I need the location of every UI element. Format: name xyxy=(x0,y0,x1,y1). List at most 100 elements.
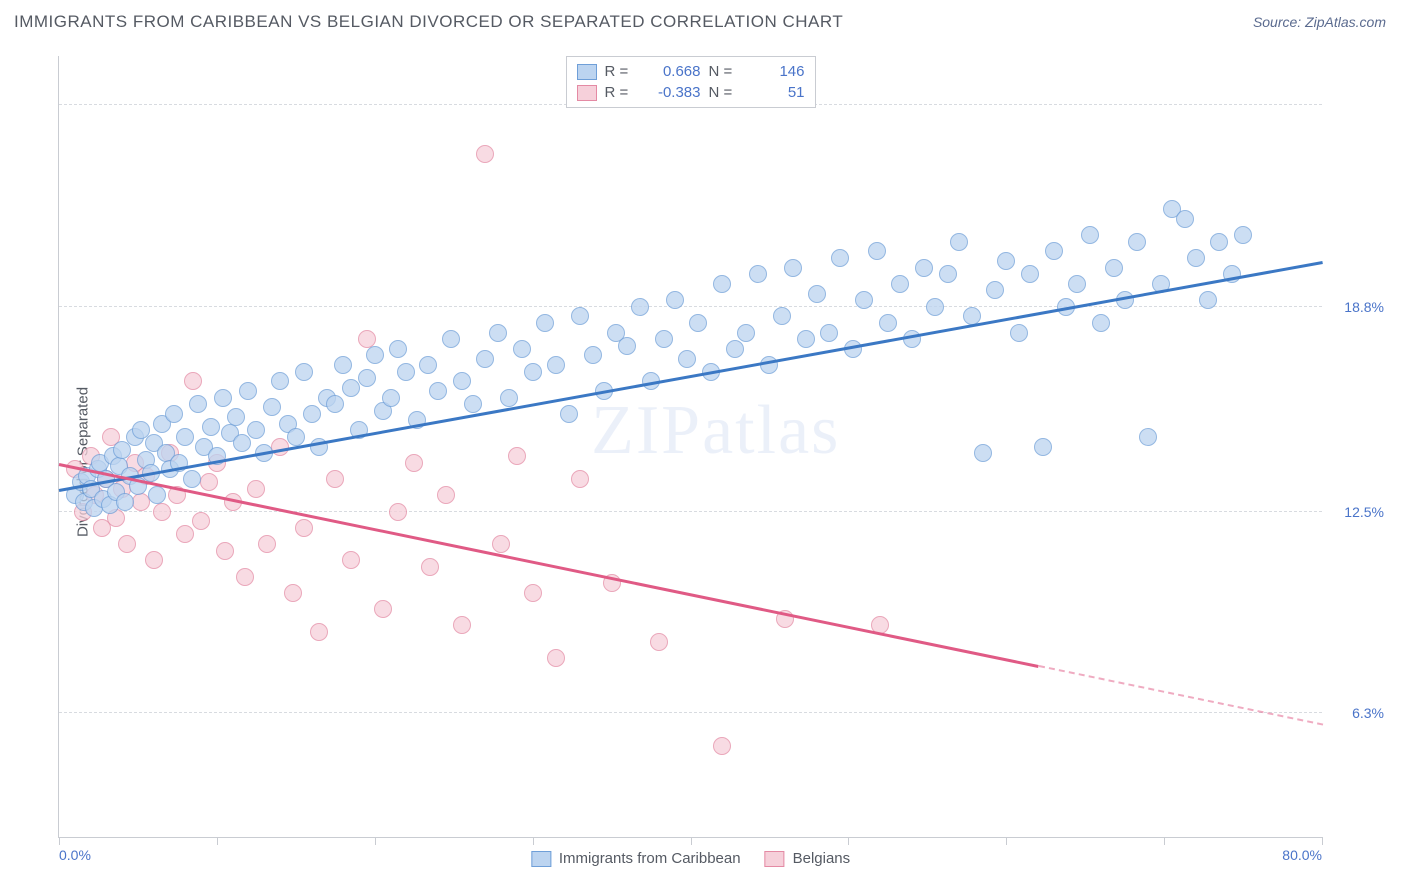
scatter-point xyxy=(358,369,376,387)
x-tick xyxy=(1322,837,1323,845)
scatter-point xyxy=(214,389,232,407)
scatter-point xyxy=(1081,226,1099,244)
scatter-point xyxy=(560,405,578,423)
chart-title: IMMIGRANTS FROM CARIBBEAN VS BELGIAN DIV… xyxy=(14,12,843,32)
scatter-point xyxy=(492,535,510,553)
scatter-point xyxy=(773,307,791,325)
scatter-point xyxy=(689,314,707,332)
trend-line xyxy=(59,463,1039,668)
scatter-point xyxy=(476,350,494,368)
scatter-point xyxy=(584,346,602,364)
scatter-point xyxy=(666,291,684,309)
watermark-text: ZIPatlas xyxy=(591,391,840,471)
series-legend: Immigrants from Caribbean Belgians xyxy=(531,850,850,867)
scatter-point xyxy=(513,340,531,358)
scatter-point xyxy=(116,493,134,511)
scatter-point xyxy=(476,145,494,163)
scatter-point xyxy=(997,252,1015,270)
scatter-point xyxy=(713,737,731,755)
scatter-point xyxy=(258,535,276,553)
y-tick-label: 12.5% xyxy=(1344,504,1384,520)
scatter-point xyxy=(419,356,437,374)
y-tick-label: 6.3% xyxy=(1352,705,1384,721)
scatter-point xyxy=(655,330,673,348)
scatter-point xyxy=(189,395,207,413)
scatter-point xyxy=(749,265,767,283)
scatter-point xyxy=(437,486,455,504)
scatter-point xyxy=(287,428,305,446)
scatter-point xyxy=(1105,259,1123,277)
gridline-h xyxy=(59,712,1322,713)
scatter-point xyxy=(233,434,251,452)
r-label: R = xyxy=(605,63,633,80)
scatter-point xyxy=(263,398,281,416)
r-value-1: 0.668 xyxy=(641,63,701,80)
legend-label-1: Immigrants from Caribbean xyxy=(559,850,741,867)
scatter-point xyxy=(397,363,415,381)
n-value-1: 146 xyxy=(745,63,805,80)
scatter-point xyxy=(118,535,136,553)
x-tick xyxy=(375,837,376,845)
scatter-point xyxy=(571,307,589,325)
scatter-point xyxy=(236,568,254,586)
scatter-point xyxy=(405,454,423,472)
swatch-series-1 xyxy=(577,64,597,80)
scatter-point xyxy=(797,330,815,348)
scatter-point xyxy=(310,623,328,641)
scatter-point xyxy=(915,259,933,277)
swatch-series-2 xyxy=(577,85,597,101)
x-tick-label: 0.0% xyxy=(59,847,91,863)
scatter-point xyxy=(145,551,163,569)
source-attribution: Source: ZipAtlas.com xyxy=(1253,14,1386,30)
legend-row-series-1: R = 0.668 N = 146 xyxy=(577,61,805,82)
scatter-point xyxy=(1187,249,1205,267)
scatter-point xyxy=(808,285,826,303)
scatter-point xyxy=(389,503,407,521)
gridline-h xyxy=(59,306,1322,307)
legend-item-2: Belgians xyxy=(765,850,851,867)
scatter-point xyxy=(442,330,460,348)
scatter-point xyxy=(389,340,407,358)
scatter-point xyxy=(295,519,313,537)
legend-item-1: Immigrants from Caribbean xyxy=(531,850,741,867)
scatter-point xyxy=(176,428,194,446)
y-tick-label: 18.8% xyxy=(1344,299,1384,315)
scatter-point xyxy=(334,356,352,374)
scatter-point xyxy=(216,542,234,560)
scatter-point xyxy=(986,281,1004,299)
scatter-point xyxy=(284,584,302,602)
scatter-point xyxy=(247,421,265,439)
scatter-point xyxy=(524,584,542,602)
x-tick xyxy=(1006,837,1007,845)
scatter-point xyxy=(1092,314,1110,332)
x-tick xyxy=(1164,837,1165,845)
scatter-point xyxy=(183,470,201,488)
n-value-2: 51 xyxy=(745,84,805,101)
scatter-point xyxy=(500,389,518,407)
scatter-point xyxy=(950,233,968,251)
scatter-point xyxy=(631,298,649,316)
plot-area: ZIPatlas R = 0.668 N = 146 R = -0.383 N … xyxy=(58,56,1322,838)
scatter-point xyxy=(547,649,565,667)
scatter-point xyxy=(184,372,202,390)
scatter-point xyxy=(148,486,166,504)
gridline-h xyxy=(59,511,1322,512)
n-label: N = xyxy=(709,84,737,101)
scatter-point xyxy=(831,249,849,267)
trend-line-dashed xyxy=(1038,665,1323,726)
trend-line xyxy=(59,261,1324,492)
scatter-point xyxy=(1234,226,1252,244)
scatter-point xyxy=(1176,210,1194,228)
scatter-point xyxy=(239,382,257,400)
scatter-point xyxy=(326,395,344,413)
scatter-point xyxy=(713,275,731,293)
scatter-point xyxy=(868,242,886,260)
scatter-point xyxy=(1021,265,1039,283)
scatter-point xyxy=(1010,324,1028,342)
scatter-point xyxy=(303,405,321,423)
legend-swatch-2 xyxy=(765,851,785,867)
scatter-point xyxy=(342,379,360,397)
scatter-point xyxy=(295,363,313,381)
scatter-point xyxy=(489,324,507,342)
x-tick xyxy=(217,837,218,845)
